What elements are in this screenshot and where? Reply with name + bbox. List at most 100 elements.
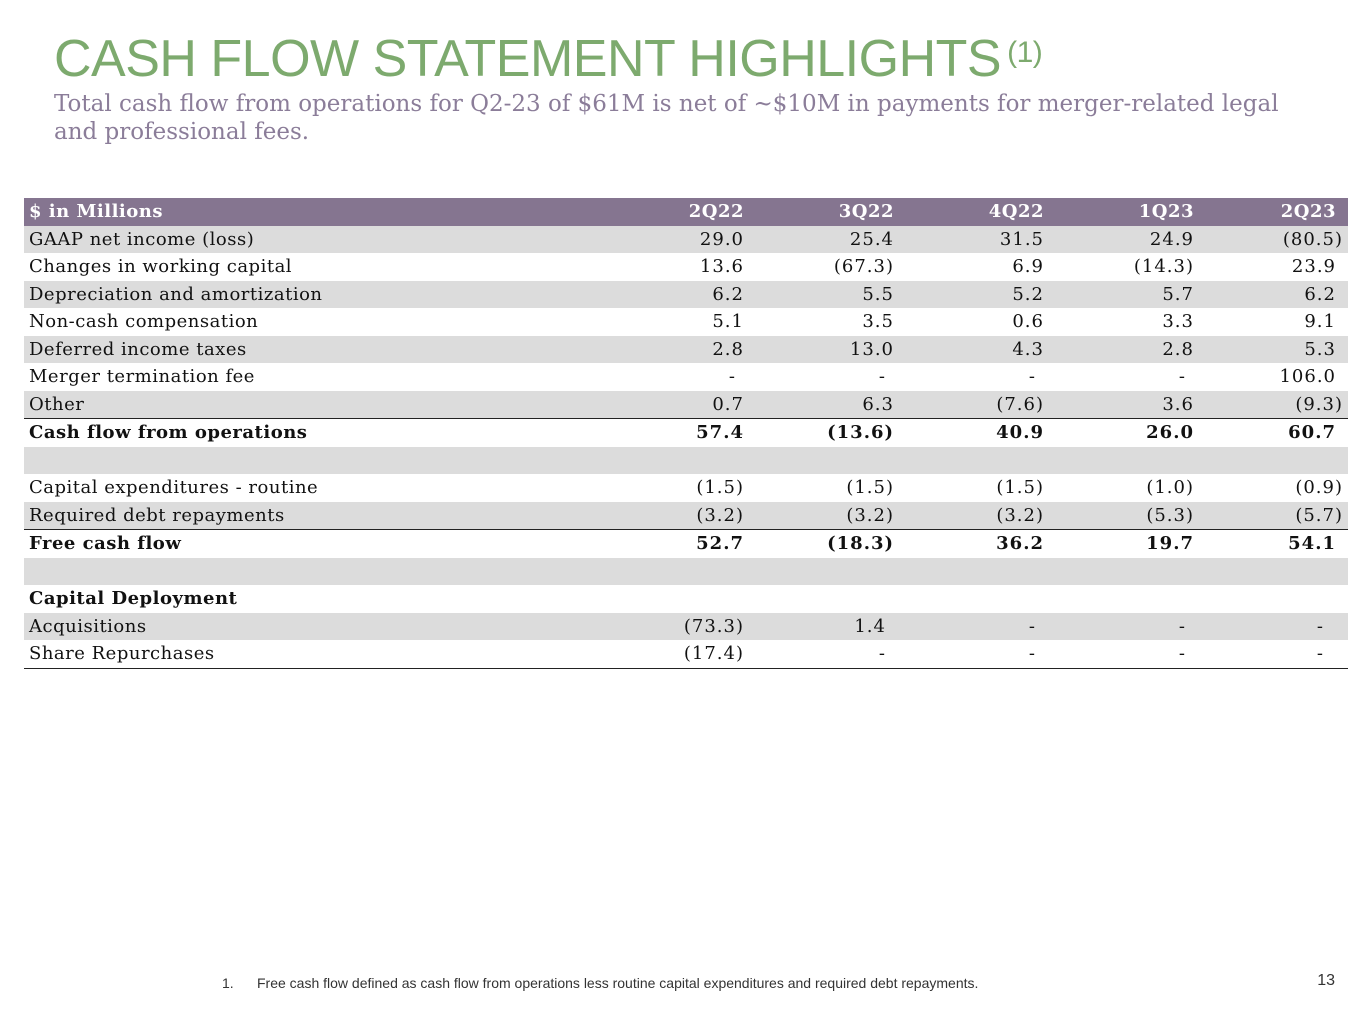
cell-value <box>1206 557 1348 585</box>
cell-value: (17.4) <box>624 640 756 669</box>
cell-value: 29.0 <box>624 225 756 253</box>
cell-value: 36.2 <box>906 529 1056 558</box>
cell-value <box>1056 557 1206 585</box>
cell-value <box>624 585 756 613</box>
cell-value: 54.1 <box>1206 529 1348 558</box>
table-row: Share Repurchases (17.4) - - - - <box>24 640 1348 669</box>
footnote: 1. Free cash flow defined as cash flow fr… <box>222 975 978 991</box>
cell-value: 2.8 <box>624 335 756 363</box>
row-label: Other <box>24 390 624 419</box>
cell-value: (3.2) <box>906 501 1056 530</box>
cell-value: - <box>878 366 886 388</box>
title-footnote-ref: (1) <box>1007 36 1043 69</box>
cell-value: - <box>906 640 1056 669</box>
table-row: Merger termination fee - - - - 106.0 <box>24 363 1348 391</box>
header-2q22: 2Q22 <box>624 198 756 226</box>
cell-value: 5.3 <box>1206 335 1348 363</box>
cell-value <box>906 585 1056 613</box>
row-label: Acquisitions <box>24 612 624 640</box>
cell-value: 9.1 <box>1304 311 1336 333</box>
table-row: GAAP net income (loss) 29.0 25.4 31.5 24… <box>24 225 1348 253</box>
cell-value: 106.0 <box>1279 366 1336 388</box>
cell-value: (5.3) <box>1056 501 1206 530</box>
cell-value: 5.2 <box>906 280 1056 308</box>
table-row: Changes in working capital 13.6 (67.3) 6… <box>24 253 1348 281</box>
cell-value: 52.7 <box>624 529 756 558</box>
table-row: Other 0.7 6.3 (7.6) 3.6 (9.3) <box>24 390 1348 419</box>
row-label: Merger termination fee <box>29 366 255 388</box>
cell-value: (67.3) <box>833 256 894 278</box>
table-row: Required debt repayments (3.2) (3.2) (3.… <box>24 501 1348 530</box>
cell-value: 1.4 <box>756 612 906 640</box>
cell-value: (3.2) <box>756 501 906 530</box>
subtotal-row-free-cash-flow: Free cash flow 52.7 (18.3) 36.2 19.7 54.… <box>24 529 1348 558</box>
row-label: Cash flow from operations <box>24 418 624 447</box>
section-heading-row: Capital Deployment <box>24 585 1348 613</box>
cell-value: 0.6 <box>1012 311 1044 333</box>
cell-value: (1.5) <box>846 477 894 499</box>
cell-value: - <box>1206 612 1348 640</box>
cell-value <box>1206 585 1348 613</box>
footnote-number: 1. <box>222 975 234 991</box>
cell-value: - <box>1206 640 1348 669</box>
row-label: Changes in working capital <box>29 256 293 278</box>
cell-value: (80.5) <box>1206 225 1348 253</box>
cell-value: - <box>1056 640 1206 669</box>
cell-value <box>906 557 1056 585</box>
cell-value <box>1056 585 1206 613</box>
cash-flow-table: $ in Millions 2Q22 3Q22 4Q22 1Q23 2Q23 G… <box>24 198 1348 669</box>
header-4q22: 4Q22 <box>906 198 1056 226</box>
table-row: Non-cash compensation 5.1 3.5 0.6 3.3 9.… <box>24 308 1348 336</box>
spacer-row <box>24 446 1348 474</box>
cell-value: (73.3) <box>624 612 756 640</box>
cell-value: 13.6 <box>699 256 744 278</box>
page-number: 13 <box>1317 972 1335 989</box>
cell-value: 6.2 <box>624 280 756 308</box>
cell-value: 3.5 <box>862 311 894 333</box>
cell-value <box>756 585 906 613</box>
header-3q22: 3Q22 <box>756 198 906 226</box>
row-label: Deferred income taxes <box>24 335 624 363</box>
cell-value: (1.0) <box>1146 477 1194 499</box>
cell-value: (14.3) <box>1133 256 1194 278</box>
spacer-row <box>24 557 1348 585</box>
cell-value: - <box>906 612 1056 640</box>
header-1q23: 1Q23 <box>1056 198 1206 226</box>
row-label <box>24 557 624 585</box>
cell-value: 0.7 <box>624 390 756 419</box>
cell-value: (7.6) <box>906 390 1056 419</box>
cell-value: (13.6) <box>756 418 906 447</box>
cell-value: - <box>1178 366 1186 388</box>
cell-value <box>756 557 906 585</box>
cell-value: 57.4 <box>624 418 756 447</box>
cell-value <box>756 446 906 474</box>
cell-value: - <box>728 366 736 388</box>
cell-value: (3.2) <box>624 501 756 530</box>
row-label: Non-cash compensation <box>29 311 259 333</box>
cell-value: 40.9 <box>906 418 1056 447</box>
page-title: CASH FLOW STATEMENT HIGHLIGHTS (1) <box>54 30 1043 88</box>
cell-value: 5.7 <box>1056 280 1206 308</box>
cell-value: 60.7 <box>1206 418 1348 447</box>
cell-value: 19.7 <box>1056 529 1206 558</box>
row-label <box>24 446 624 474</box>
page-subtitle: Total cash flow from operations for Q2-2… <box>54 91 1279 145</box>
cell-value: 26.0 <box>1056 418 1206 447</box>
cell-value: (1.5) <box>696 477 744 499</box>
cell-value: 31.5 <box>906 225 1056 253</box>
cell-value <box>624 557 756 585</box>
cell-value: (9.3) <box>1206 390 1348 419</box>
cell-value: 6.2 <box>1206 280 1348 308</box>
row-label: Depreciation and amortization <box>24 280 624 308</box>
cell-value: - <box>756 640 906 669</box>
cell-value: 4.3 <box>906 335 1056 363</box>
cell-value: 25.4 <box>756 225 906 253</box>
cell-value: (18.3) <box>756 529 906 558</box>
cell-value <box>1206 446 1348 474</box>
cell-value: 2.8 <box>1056 335 1206 363</box>
cell-value: (5.7) <box>1206 501 1348 530</box>
table-row: Capital expenditures - routine (1.5) (1.… <box>24 474 1348 502</box>
cell-value: (1.5) <box>996 477 1044 499</box>
cell-value <box>624 446 756 474</box>
subtotal-row-operations: Cash flow from operations 57.4 (13.6) 40… <box>24 418 1348 447</box>
